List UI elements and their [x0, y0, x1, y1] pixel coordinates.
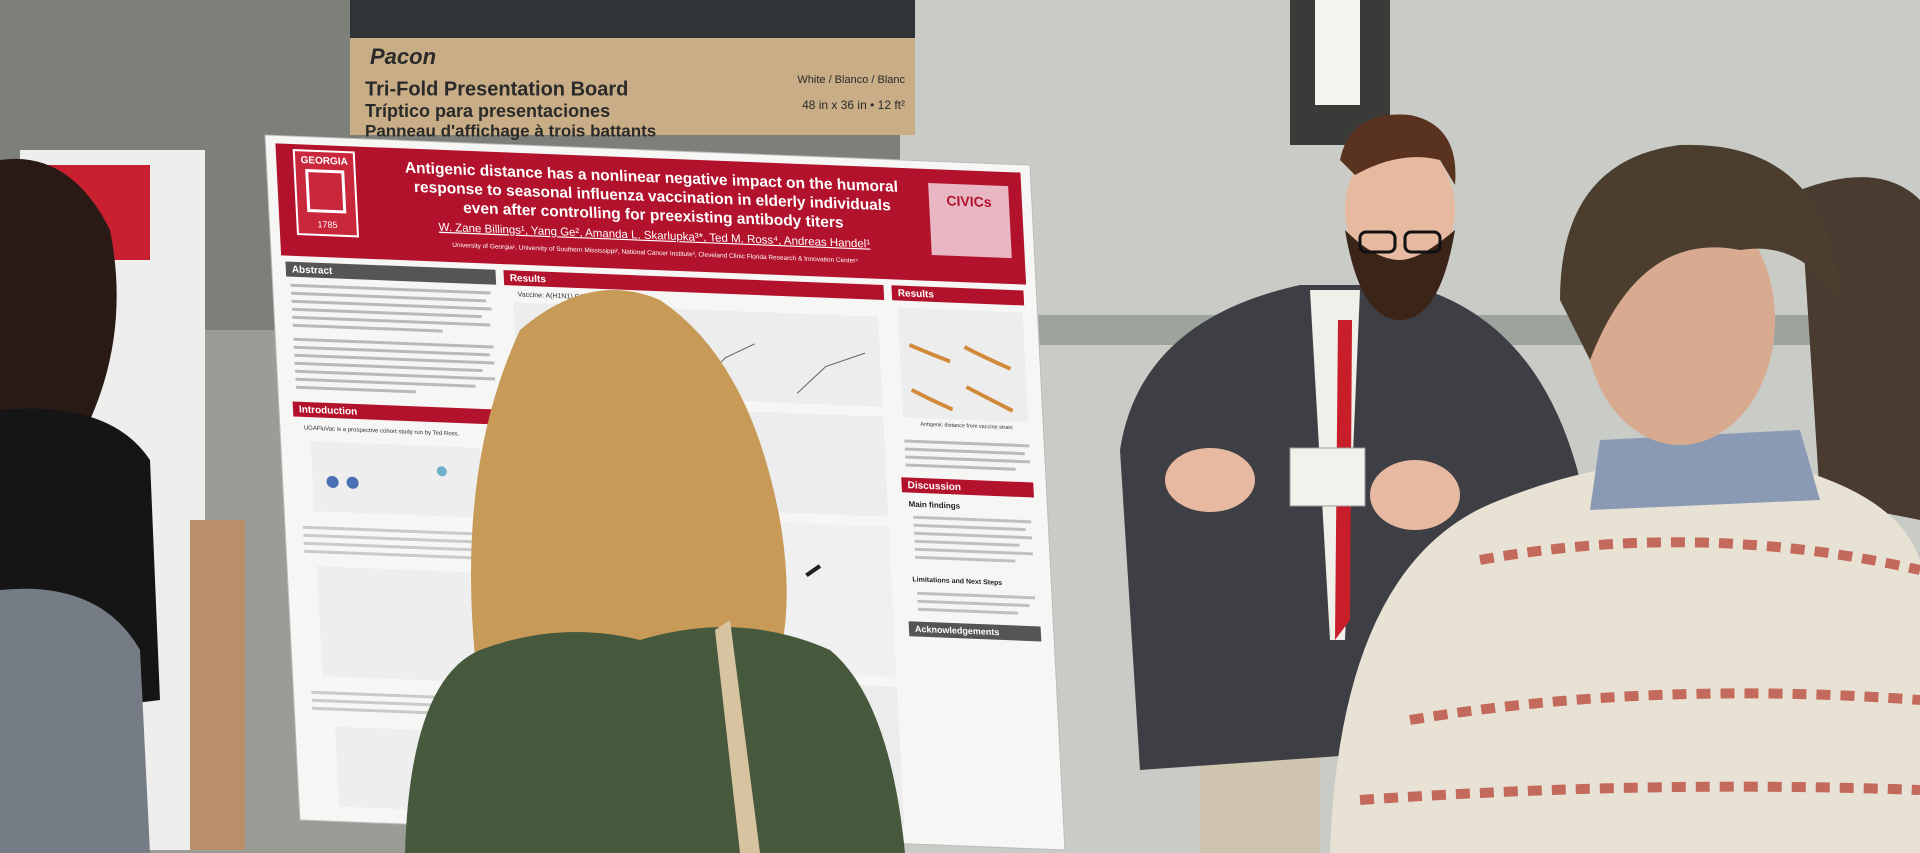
name-badge [1289, 447, 1366, 507]
shape [293, 345, 490, 357]
person-right-sweater [1330, 460, 1920, 853]
logo-year: 1785 [317, 219, 338, 230]
shape [292, 323, 443, 333]
shape [295, 377, 476, 388]
section-heading: Results [510, 273, 547, 285]
section-heading: Results [898, 288, 935, 300]
shape [904, 439, 1030, 448]
abstract-text [290, 283, 496, 394]
shape [917, 607, 1019, 615]
window-light [1315, 0, 1360, 105]
sweater-pattern [1359, 537, 1920, 805]
shape [908, 343, 1014, 413]
shape [294, 353, 495, 365]
section-bar [901, 477, 1034, 498]
board-box-band [350, 0, 915, 38]
board-note: White / Blanco / Blanc [797, 74, 905, 86]
shape [917, 599, 1030, 608]
section-bar [503, 270, 885, 300]
shape [913, 531, 1033, 540]
person-left-sweater [0, 588, 150, 853]
bag-strap [715, 620, 760, 853]
logo-arch [305, 169, 347, 214]
shape [915, 555, 1016, 563]
shape [904, 447, 1025, 456]
shape [294, 361, 483, 373]
shape [346, 476, 359, 489]
section-bar [908, 621, 1042, 642]
woman-sweater [405, 627, 905, 853]
discussion-text [913, 515, 1036, 615]
shape [310, 441, 485, 518]
shape [291, 299, 492, 311]
shape [294, 369, 496, 381]
man-glasses [1358, 230, 1397, 254]
results-right-figures: Antigenic distance from vaccine strain [897, 307, 1031, 471]
man-hand [1370, 460, 1460, 530]
shape [303, 541, 504, 553]
shape [292, 315, 491, 327]
man-hand [1165, 448, 1255, 512]
board-title: Tríptico para presentaciones [365, 101, 610, 121]
section-bar [891, 285, 1025, 306]
shape [436, 466, 447, 477]
person-left-hair [0, 158, 117, 430]
figure-title: Vaccine: A(H1N1) CA/09 [517, 291, 594, 301]
man-face [1345, 140, 1455, 280]
board-title: Tri-Fold Presentation Board [365, 78, 628, 100]
shape [917, 591, 1036, 600]
shape [303, 533, 494, 545]
shape [913, 523, 1026, 532]
shape [326, 475, 339, 488]
section-bar [285, 261, 497, 285]
figure-axis-label: Antigenic distance from vaccine strain [920, 422, 1013, 432]
shape [290, 291, 487, 303]
section-bar [292, 401, 504, 425]
shirt-collar [1590, 430, 1820, 510]
subheading: Main findings [908, 500, 961, 511]
board-brand: Pacon [370, 44, 436, 69]
shape [905, 463, 1016, 471]
person-right-hair [1560, 144, 1840, 360]
shape [914, 547, 1033, 556]
board-note: 48 in x 36 in • 12 ft² [802, 98, 905, 112]
section-heading: Discussion [907, 480, 961, 493]
board-title: Panneau d'affichage à trois battants [365, 121, 656, 140]
shape [312, 706, 463, 716]
shape [290, 283, 491, 295]
section-heading: Acknowledgements [915, 624, 1000, 637]
tube [190, 520, 245, 850]
shape [291, 307, 482, 319]
partner-logo [928, 182, 1012, 259]
shape [302, 525, 504, 537]
partner-logo-text: CIVICs [946, 192, 992, 210]
man-glasses [1403, 230, 1442, 254]
woman-hair [471, 290, 787, 700]
subheading: Limitations and Next Steps [912, 576, 1002, 587]
shape [905, 455, 1031, 464]
section-heading: Abstract [292, 264, 334, 277]
shape [293, 337, 494, 349]
shape [914, 539, 1020, 547]
man-hair [1340, 114, 1456, 185]
shape [295, 385, 416, 394]
poster-header [275, 143, 1027, 285]
shape [316, 566, 493, 683]
shape [897, 307, 1029, 423]
shape [913, 515, 1032, 524]
logo-text: GEORGIA [300, 155, 348, 168]
shape [304, 549, 475, 560]
section-heading: Introduction [299, 404, 358, 417]
